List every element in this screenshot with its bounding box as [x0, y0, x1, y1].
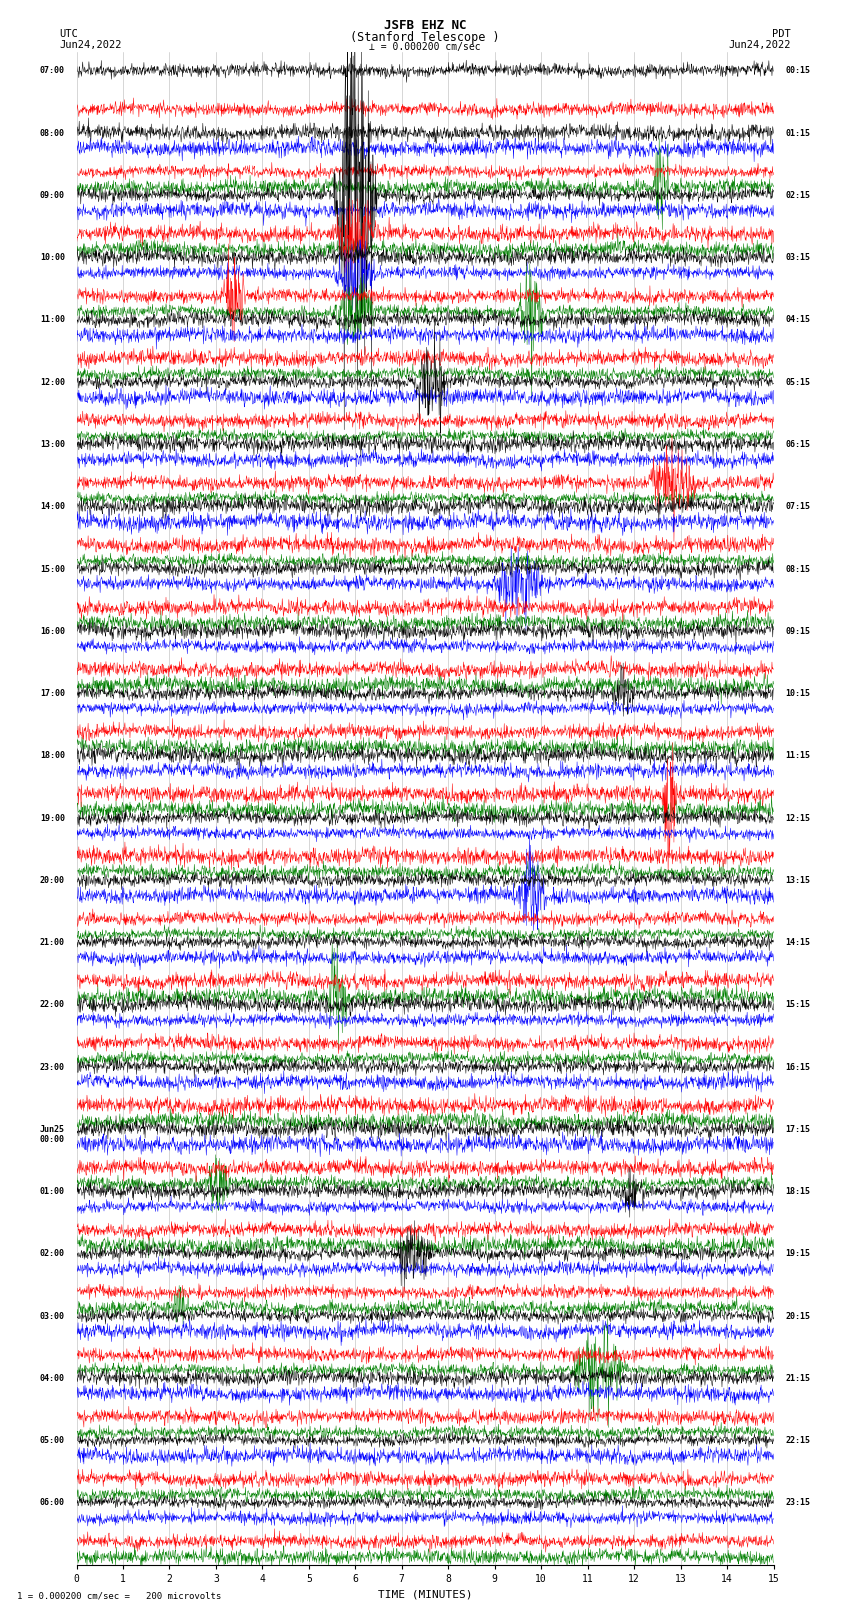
Text: 06:00: 06:00 [40, 1498, 65, 1508]
Text: 1 = 0.000200 cm/sec =   200 microvolts: 1 = 0.000200 cm/sec = 200 microvolts [17, 1590, 221, 1600]
Text: 00:15: 00:15 [785, 66, 810, 76]
Text: 05:00: 05:00 [40, 1436, 65, 1445]
Text: Jun24,2022: Jun24,2022 [728, 40, 791, 50]
Text: 18:00: 18:00 [40, 752, 65, 760]
Text: 18:15: 18:15 [785, 1187, 810, 1197]
Text: 02:15: 02:15 [785, 190, 810, 200]
Text: 22:00: 22:00 [40, 1000, 65, 1010]
Text: JSFB EHZ NC: JSFB EHZ NC [383, 19, 467, 32]
Text: 16:00: 16:00 [40, 627, 65, 636]
Text: 10:15: 10:15 [785, 689, 810, 698]
Text: 07:00: 07:00 [40, 66, 65, 76]
Text: 08:15: 08:15 [785, 565, 810, 574]
Text: 01:15: 01:15 [785, 129, 810, 137]
Text: 13:00: 13:00 [40, 440, 65, 448]
Text: 11:00: 11:00 [40, 316, 65, 324]
Text: 12:15: 12:15 [785, 813, 810, 823]
Text: 14:15: 14:15 [785, 939, 810, 947]
Text: 03:00: 03:00 [40, 1311, 65, 1321]
Text: 15:15: 15:15 [785, 1000, 810, 1010]
Text: 03:15: 03:15 [785, 253, 810, 263]
Text: 07:15: 07:15 [785, 502, 810, 511]
Text: 16:15: 16:15 [785, 1063, 810, 1071]
Text: 20:00: 20:00 [40, 876, 65, 886]
Text: 12:00: 12:00 [40, 377, 65, 387]
Text: PDT: PDT [772, 29, 791, 39]
Text: 01:00: 01:00 [40, 1187, 65, 1197]
Text: (Stanford Telescope ): (Stanford Telescope ) [350, 31, 500, 44]
Text: 19:00: 19:00 [40, 813, 65, 823]
Text: 17:15: 17:15 [785, 1124, 810, 1134]
Text: 21:15: 21:15 [785, 1374, 810, 1382]
Text: 08:00: 08:00 [40, 129, 65, 137]
Text: 04:00: 04:00 [40, 1374, 65, 1382]
Text: 17:00: 17:00 [40, 689, 65, 698]
Text: 14:00: 14:00 [40, 502, 65, 511]
Text: 05:15: 05:15 [785, 377, 810, 387]
Text: 04:15: 04:15 [785, 316, 810, 324]
Text: Jun25
00:00: Jun25 00:00 [40, 1124, 65, 1144]
Text: 09:15: 09:15 [785, 627, 810, 636]
Text: 10:00: 10:00 [40, 253, 65, 263]
Text: 23:00: 23:00 [40, 1063, 65, 1071]
Text: 02:00: 02:00 [40, 1250, 65, 1258]
Text: ⊥ = 0.000200 cm/sec: ⊥ = 0.000200 cm/sec [369, 42, 481, 52]
Text: 20:15: 20:15 [785, 1311, 810, 1321]
Text: 15:00: 15:00 [40, 565, 65, 574]
Text: 19:15: 19:15 [785, 1250, 810, 1258]
Text: 22:15: 22:15 [785, 1436, 810, 1445]
Text: 13:15: 13:15 [785, 876, 810, 886]
Text: 09:00: 09:00 [40, 190, 65, 200]
Text: 06:15: 06:15 [785, 440, 810, 448]
X-axis label: TIME (MINUTES): TIME (MINUTES) [377, 1589, 473, 1598]
Text: 23:15: 23:15 [785, 1498, 810, 1508]
Text: Jun24,2022: Jun24,2022 [60, 40, 122, 50]
Text: 11:15: 11:15 [785, 752, 810, 760]
Text: UTC: UTC [60, 29, 78, 39]
Text: 21:00: 21:00 [40, 939, 65, 947]
